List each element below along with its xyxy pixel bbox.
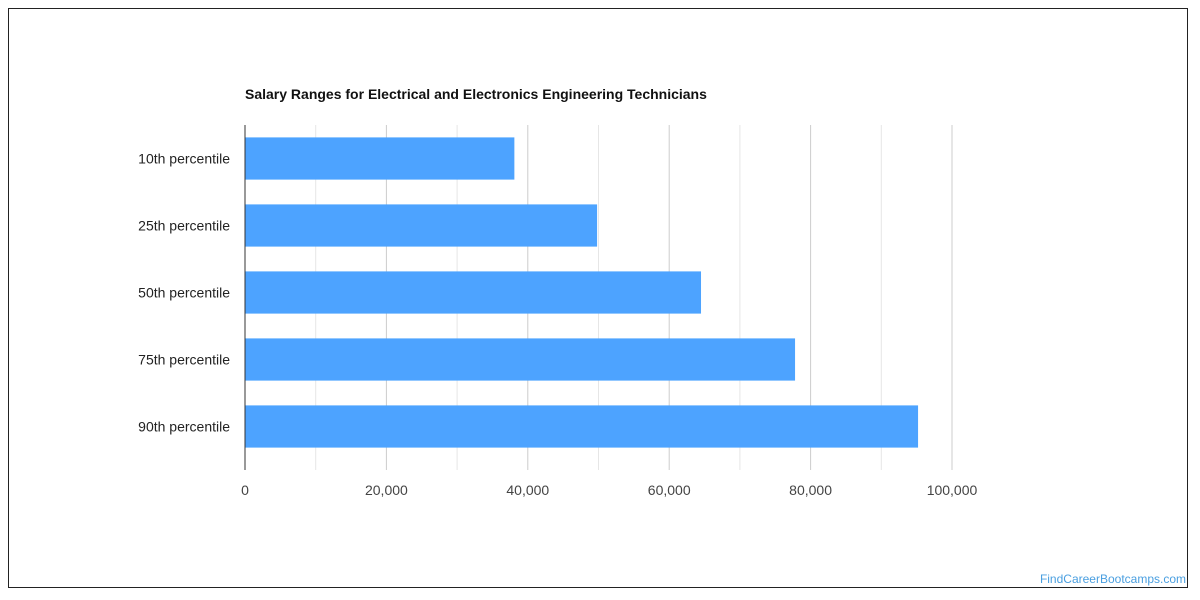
bar xyxy=(245,405,919,448)
chart-title: Salary Ranges for Electrical and Electro… xyxy=(245,86,707,102)
x-tick-label: 100,000 xyxy=(927,482,978,498)
x-tick-label: 0 xyxy=(241,482,249,498)
bar xyxy=(245,338,796,381)
bar xyxy=(245,137,515,180)
x-tick-label: 40,000 xyxy=(506,482,549,498)
watermark: FindCareerBootcamps.com xyxy=(1039,572,1186,586)
x-tick-labels: 0 20,000 40,000 60,000 80,000 100,000 xyxy=(241,482,977,498)
category-label: 25th percentile xyxy=(138,218,230,234)
bar xyxy=(245,271,702,314)
category-label: 90th percentile xyxy=(138,419,230,435)
category-label: 75th percentile xyxy=(138,352,230,368)
category-label: 50th percentile xyxy=(138,285,230,301)
bar xyxy=(245,204,598,247)
x-tick-label: 60,000 xyxy=(648,482,691,498)
bars xyxy=(245,137,919,448)
category-labels: 10th percentile 25th percentile 50th perce… xyxy=(138,151,230,435)
category-label: 10th percentile xyxy=(138,151,230,167)
x-tick-label: 20,000 xyxy=(365,482,408,498)
x-tick-label: 80,000 xyxy=(789,482,832,498)
